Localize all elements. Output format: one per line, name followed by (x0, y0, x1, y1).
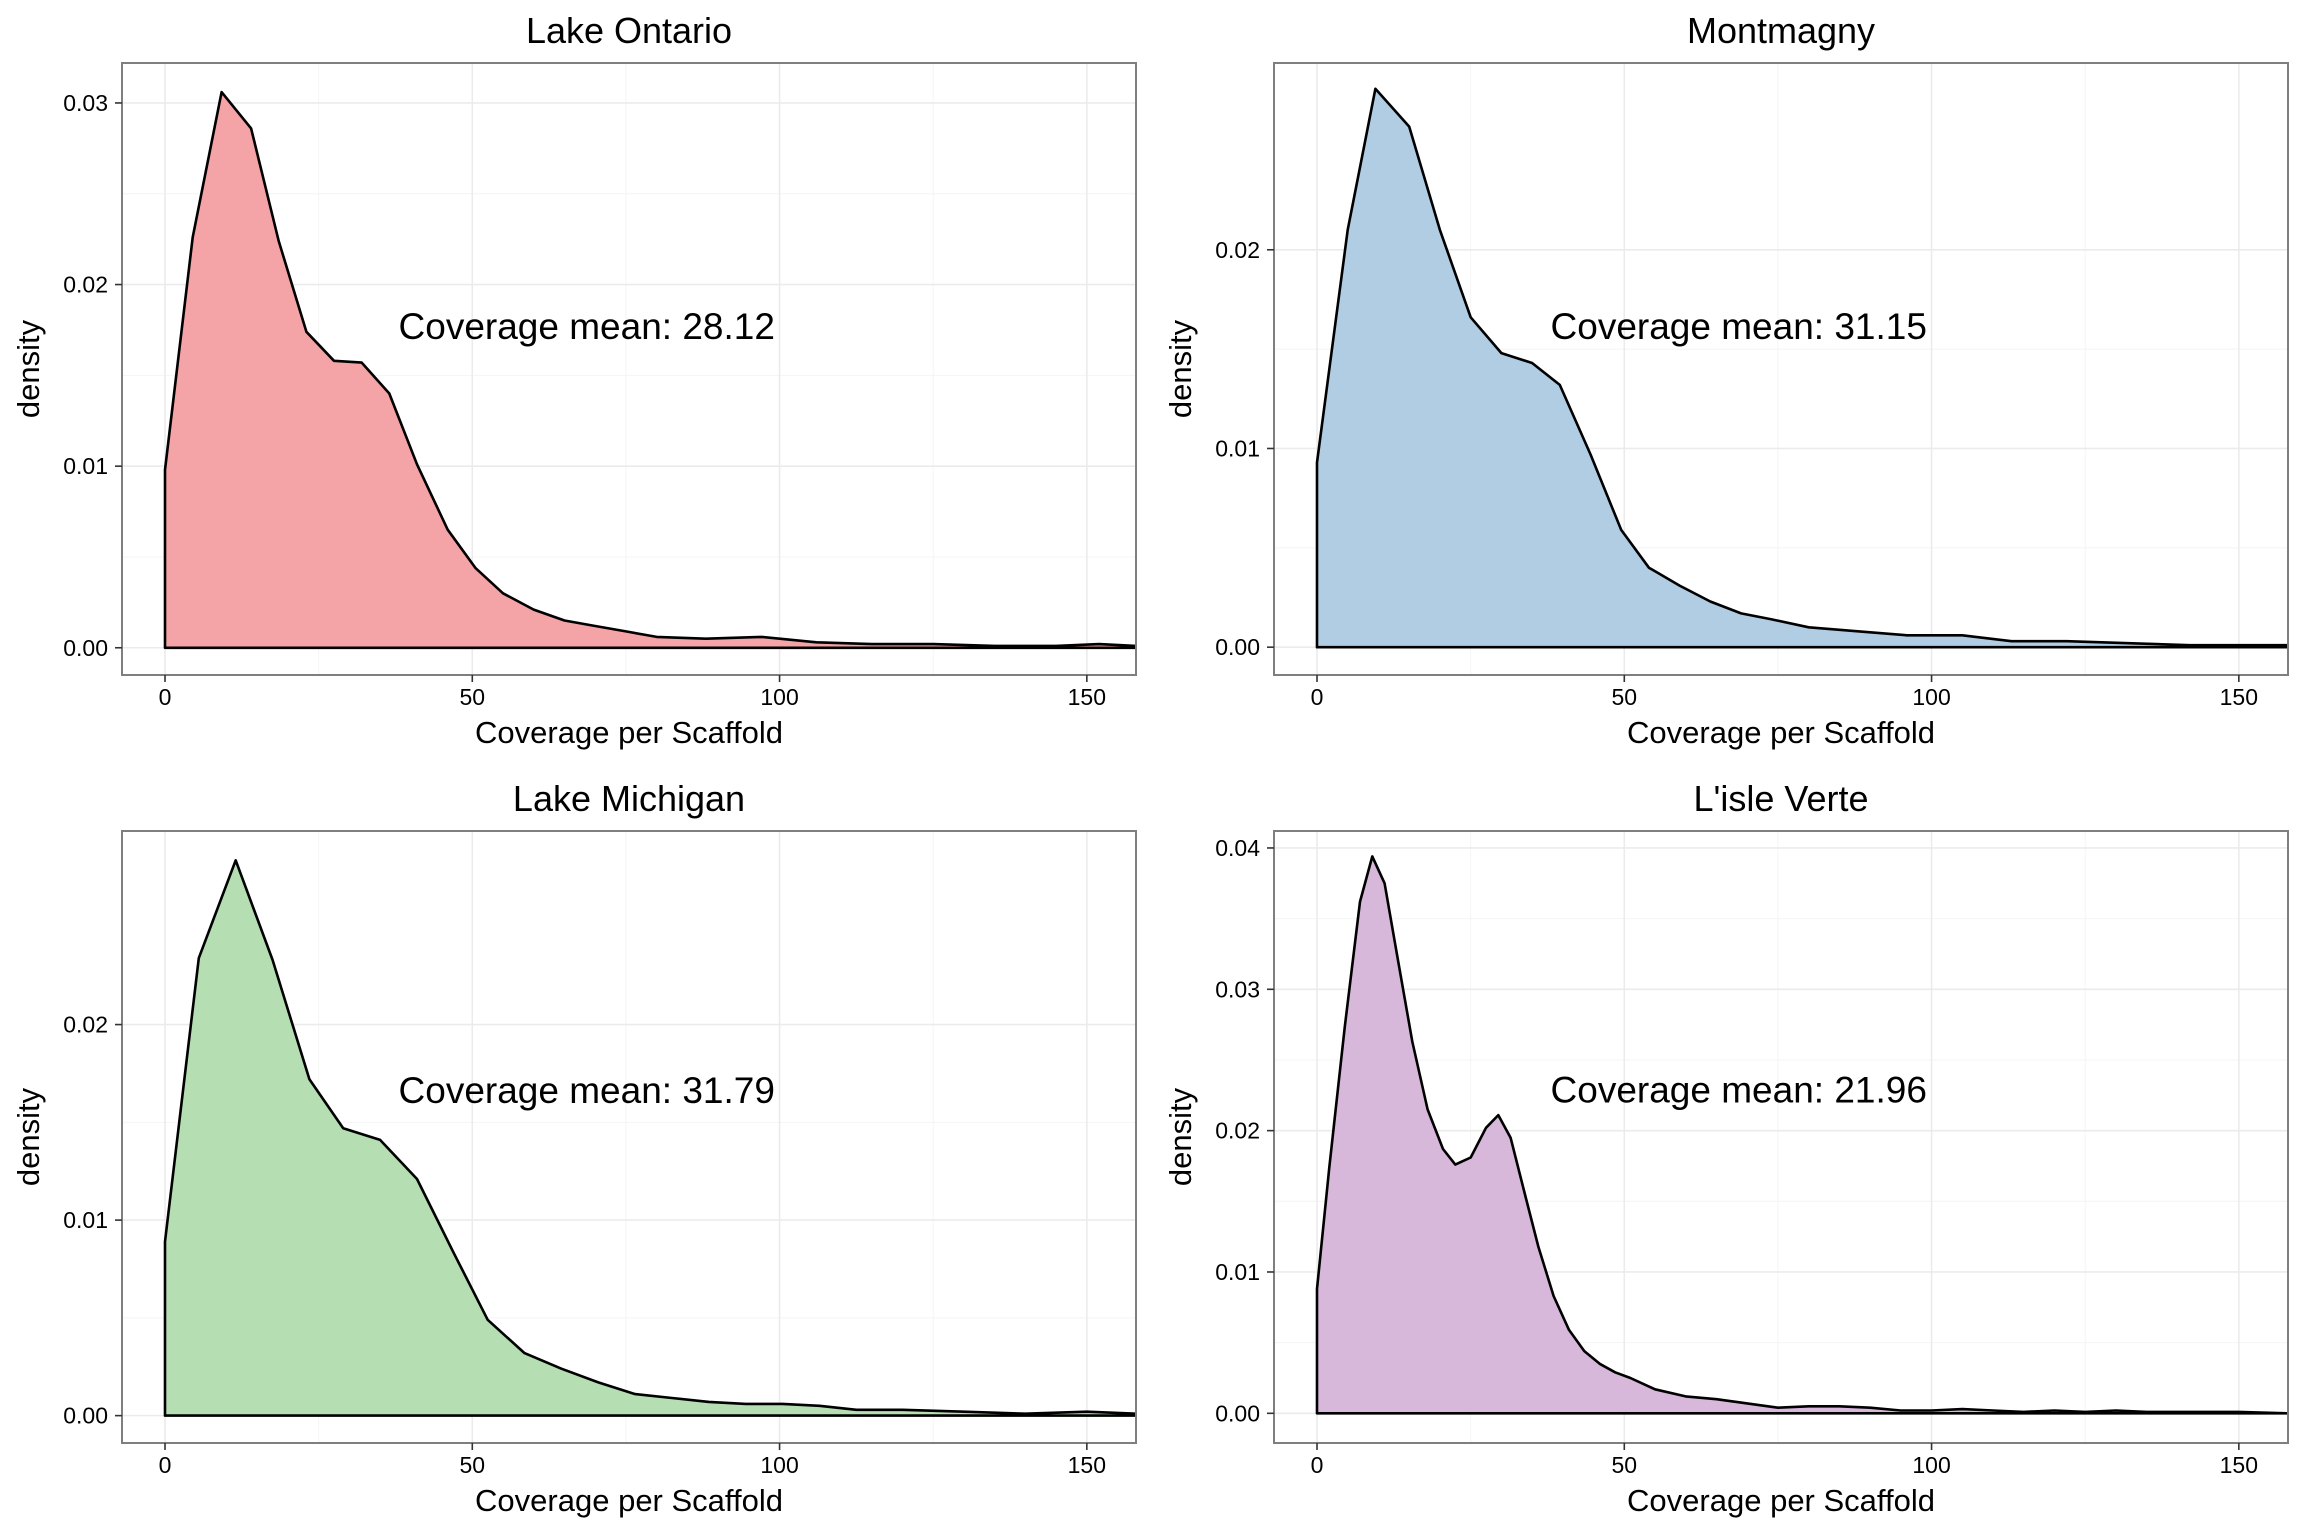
x-tick-label: 150 (2220, 1452, 2258, 1478)
panel-border (1273, 830, 2289, 1444)
y-tick-label: 0.02 (63, 272, 108, 298)
x-tick-label: 100 (760, 1452, 798, 1478)
x-axis-label: Coverage per Scaffold (475, 1483, 783, 1518)
y-tick-label: 0.04 (1215, 835, 1260, 861)
y-axis-label: density (1163, 319, 1198, 418)
x-tick-label: 100 (1912, 684, 1950, 710)
y-tick-label: 0.00 (63, 635, 108, 661)
y-tick-label: 0.03 (1215, 976, 1260, 1002)
panel-title: Lake Ontario (526, 10, 732, 51)
x-tick-label: 0 (1311, 684, 1324, 710)
y-tick-label: 0.00 (1215, 1400, 1260, 1426)
panel-border (121, 830, 1137, 1444)
x-tick-label: 50 (1611, 1452, 1637, 1478)
x-tick-label: 0 (159, 684, 172, 710)
y-tick-label: 0.01 (63, 453, 108, 479)
y-axis-label: density (1163, 1087, 1198, 1186)
panel-border (1273, 62, 2289, 676)
density-area (163, 859, 1136, 1417)
y-tick-label: 0.00 (63, 1403, 108, 1429)
density-area (163, 90, 1136, 650)
panel-title: Lake Michigan (513, 778, 745, 819)
x-tick-label: 50 (459, 1452, 485, 1478)
facet-panel: 0 50 100 150 0.00 0.01 0.02 Lake Michigan Covera… (11, 778, 1137, 1518)
x-axis-label: Coverage per Scaffold (1627, 715, 1935, 750)
y-axis-label: density (11, 1087, 46, 1186)
density-area (1315, 87, 2288, 649)
x-tick-label: 100 (760, 684, 798, 710)
x-tick-label: 50 (1611, 684, 1637, 710)
x-axis-label: Coverage per Scaffold (475, 715, 783, 750)
density-area (1315, 855, 2288, 1415)
panel-title: L'isle Verte (1694, 778, 1869, 819)
x-tick-label: 150 (1068, 1452, 1106, 1478)
panel-border (121, 62, 1137, 676)
x-tick-label: 50 (459, 684, 485, 710)
facet-panel: 0 50 100 150 0.00 0.01 0.02 Montmagny Coverage p… (1163, 10, 2289, 750)
x-tick-label: 0 (1311, 1452, 1324, 1478)
y-tick-label: 0.01 (63, 1207, 108, 1233)
x-tick-label: 100 (1912, 1452, 1950, 1478)
y-tick-label: 0.02 (1215, 237, 1260, 263)
y-tick-label: 0.01 (1215, 1259, 1260, 1285)
coverage-mean-annotation: Coverage mean: 28.12 (399, 306, 775, 347)
coverage-mean-annotation: Coverage mean: 21.96 (1551, 1069, 1927, 1110)
y-tick-label: 0.03 (63, 90, 108, 116)
y-tick-label: 0.02 (63, 1012, 108, 1038)
y-axis-label: density (11, 319, 46, 418)
facet-panel: 0 50 100 150 0.00 0.01 0.02 0.03 Lake Ontario Cov… (11, 10, 1137, 750)
y-tick-label: 0.02 (1215, 1118, 1260, 1144)
x-tick-label: 150 (1068, 684, 1106, 710)
x-tick-label: 0 (159, 1452, 172, 1478)
panel-title: Montmagny (1687, 10, 1875, 51)
y-tick-label: 0.00 (1215, 634, 1260, 660)
coverage-mean-annotation: Coverage mean: 31.79 (399, 1070, 775, 1111)
facet-panel: 0 50 100 150 0.00 0.01 0.02 0.03 0.04 L'isle Vert… (1163, 778, 2289, 1518)
x-axis-label: Coverage per Scaffold (1627, 1483, 1935, 1518)
y-tick-label: 0.01 (1215, 435, 1260, 461)
coverage-mean-annotation: Coverage mean: 31.15 (1551, 306, 1927, 347)
x-tick-label: 150 (2220, 684, 2258, 710)
